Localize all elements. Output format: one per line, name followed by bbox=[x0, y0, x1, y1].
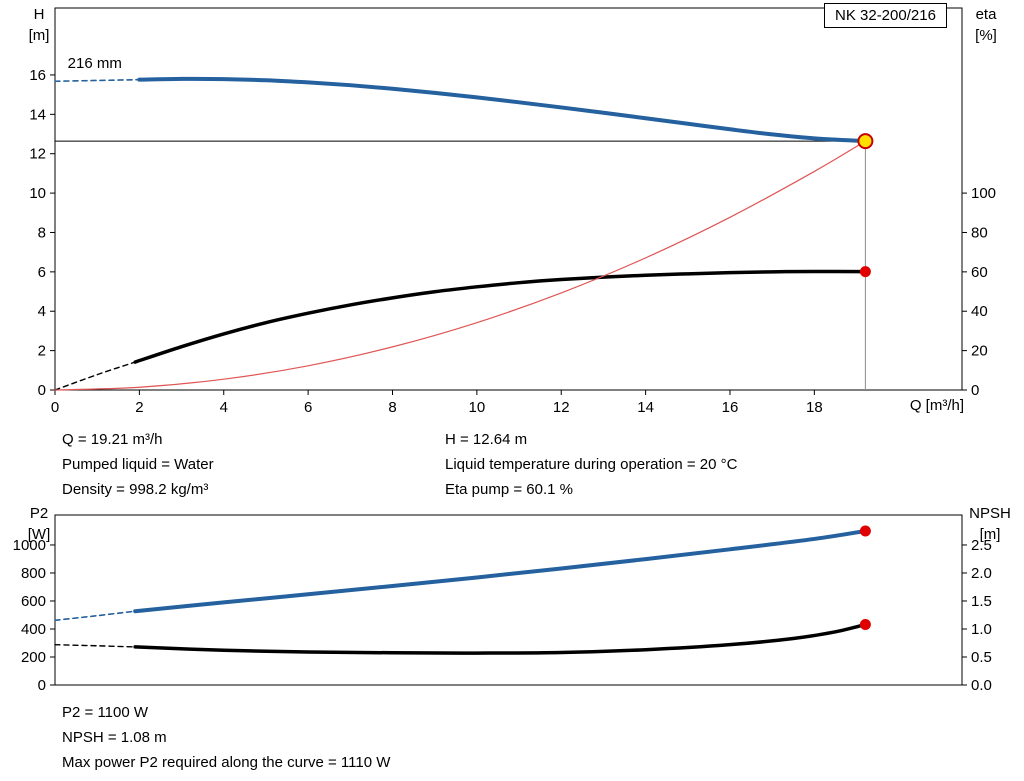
h-axis-unit: [m] bbox=[28, 27, 50, 44]
x-tick-label: 16 bbox=[722, 399, 739, 416]
duty-point bbox=[857, 133, 874, 150]
y2-tick-label: 0 bbox=[971, 382, 979, 399]
y2-tick-label: 2.0 bbox=[971, 565, 992, 582]
y2-tick-label: 1.0 bbox=[971, 621, 992, 638]
density-text: Density = 998.2 kg/m³ bbox=[62, 481, 209, 498]
y-tick-label: 0 bbox=[38, 677, 46, 694]
npsh-point bbox=[859, 619, 871, 631]
npsh-curve-extrapolated bbox=[54, 643, 136, 648]
x-tick-label: 0 bbox=[51, 399, 59, 416]
x-tick-label: 10 bbox=[469, 399, 486, 416]
y2-tick-label: 0.5 bbox=[971, 649, 992, 666]
head-curve-extrapolated bbox=[54, 78, 141, 83]
pump-type-box: NK 32-200/216 bbox=[824, 3, 947, 28]
x-tick-label: 14 bbox=[637, 399, 654, 416]
h-axis-label: H [m] bbox=[16, 4, 62, 46]
y2-tick-label: 2.5 bbox=[971, 537, 992, 554]
p2-point bbox=[859, 525, 871, 537]
p2-curve-extrapolated bbox=[54, 610, 136, 622]
p2-axis-label: P2 [W] bbox=[16, 503, 62, 545]
npsh-curve bbox=[133, 622, 868, 655]
h-axis-name: H bbox=[33, 6, 45, 23]
y2-tick-label: 0.0 bbox=[971, 677, 992, 694]
liquid-temperature-text: Liquid temperature during operation = 20… bbox=[445, 456, 738, 473]
y2-tick-label: 40 bbox=[971, 303, 988, 320]
y-tick-label: 200 bbox=[21, 649, 46, 666]
y-tick-label: 800 bbox=[21, 565, 46, 582]
q-axis-label: Q [m³/h] bbox=[909, 397, 964, 414]
eta-axis-unit: [%] bbox=[975, 27, 997, 44]
x-tick-label: 12 bbox=[553, 399, 570, 416]
eta-axis-name: eta bbox=[975, 6, 997, 23]
duty-info-right: H = 12.64 m Liquid temperature during op… bbox=[445, 427, 737, 502]
y-tick-label: 14 bbox=[29, 106, 46, 123]
x-tick-label: 18 bbox=[806, 399, 823, 416]
npsh-axis-label: NPSH [m] bbox=[958, 503, 1022, 545]
x-tick-label: 8 bbox=[388, 399, 396, 416]
y-tick-label: 6 bbox=[38, 264, 46, 281]
impeller-diameter-label: 216 mm bbox=[68, 55, 122, 72]
y-tick-label: 4 bbox=[38, 303, 46, 320]
npsh-value-text: NPSH = 1.08 m bbox=[62, 729, 167, 746]
y-tick-label: 10 bbox=[29, 185, 46, 202]
eta-curve-extrapolated bbox=[54, 361, 136, 391]
eta-point bbox=[859, 266, 871, 278]
pump-performance-frame bbox=[54, 7, 963, 391]
duty-flow-text: Q = 19.21 m³/h bbox=[62, 431, 163, 448]
p2-value-text: P2 = 1100 W bbox=[62, 704, 149, 721]
system-curve bbox=[54, 140, 866, 391]
y-tick-label: 8 bbox=[38, 224, 46, 241]
y-tick-label: 400 bbox=[21, 621, 46, 638]
y2-tick-label: 80 bbox=[971, 224, 988, 241]
power-info: P2 = 1100 W NPSH = 1.08 m Max power P2 r… bbox=[62, 700, 390, 775]
x-tick-label: 6 bbox=[304, 399, 312, 416]
y-tick-label: 16 bbox=[29, 67, 46, 84]
p2-axis-unit: [W] bbox=[27, 526, 51, 543]
eta-axis-label: eta [%] bbox=[960, 4, 1012, 46]
npsh-axis-name: NPSH bbox=[969, 505, 1011, 522]
x-tick-label: 2 bbox=[135, 399, 143, 416]
y-tick-label: 12 bbox=[29, 146, 46, 163]
pumped-liquid-text: Pumped liquid = Water bbox=[62, 456, 214, 473]
y-tick-label: 0 bbox=[38, 382, 46, 399]
y2-tick-label: 60 bbox=[971, 264, 988, 281]
p2-axis-name: P2 bbox=[29, 505, 49, 522]
y2-tick-label: 1.5 bbox=[971, 593, 992, 610]
y-tick-label: 600 bbox=[21, 593, 46, 610]
y2-tick-label: 100 bbox=[971, 185, 996, 202]
max-power-text: Max power P2 required along the curve = … bbox=[62, 754, 391, 771]
p2-curve bbox=[133, 528, 868, 614]
duty-head-text: H = 12.64 m bbox=[445, 431, 528, 448]
y-tick-label: 1000 bbox=[13, 537, 46, 554]
npsh-axis-unit: [m] bbox=[979, 526, 1001, 543]
power-npsh-frame bbox=[54, 514, 963, 686]
eta-pump-text: Eta pump = 60.1 % bbox=[445, 481, 573, 498]
head-curve bbox=[137, 76, 868, 144]
eta-curve bbox=[133, 269, 868, 364]
x-tick-label: 4 bbox=[220, 399, 228, 416]
duty-info-left: Q = 19.21 m³/h Pumped liquid = Water Den… bbox=[62, 427, 214, 502]
y2-tick-label: 20 bbox=[971, 343, 988, 360]
y-tick-label: 2 bbox=[38, 343, 46, 360]
